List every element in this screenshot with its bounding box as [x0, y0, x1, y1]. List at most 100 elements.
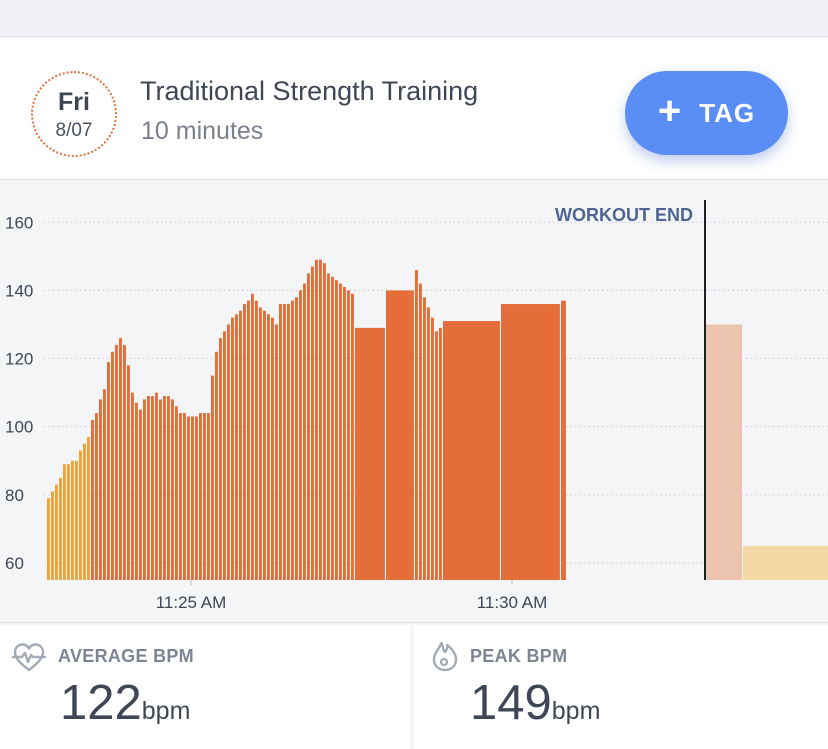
heart-rate-bar: [147, 396, 150, 580]
heart-rate-bar: [47, 498, 50, 580]
add-tag-button[interactable]: + TAG: [625, 71, 788, 155]
average-bpm-unit: bpm: [141, 697, 191, 725]
plus-icon: +: [657, 89, 682, 133]
heart-rate-bar: [59, 477, 62, 580]
heart-rate-bar: [423, 297, 426, 580]
x-tick-label: 11:25 AM: [156, 593, 227, 612]
y-tick-label: 160: [5, 213, 33, 232]
workout-end-label: WORKOUT END: [555, 205, 693, 225]
heart-rate-bar: [167, 396, 170, 580]
heart-rate-bar: [127, 365, 130, 580]
heart-rate-bar: [219, 338, 222, 580]
heart-rate-bar: [203, 413, 206, 580]
date-badge: Fri 8/07: [31, 71, 117, 157]
heart-rate-bar: [335, 280, 338, 580]
heart-rate-bar: [151, 396, 154, 580]
heart-rate-bar: [187, 416, 190, 580]
heart-rate-bar: [83, 443, 86, 580]
heart-rate-bar: [51, 491, 54, 580]
heart-rate-bar: [347, 290, 350, 580]
heart-rate-bar: [303, 283, 306, 580]
heart-rate-bar: [351, 293, 354, 580]
heart-rate-bar: [95, 413, 98, 580]
y-tick-label: 80: [5, 486, 24, 505]
y-tick-label: 60: [5, 554, 24, 573]
stats-row: AVERAGE BPM 122bpm PEAK BPM 149bpm: [0, 622, 828, 749]
heart-rate-bar: [283, 304, 286, 580]
peak-bpm-number: 149: [470, 676, 552, 730]
workout-title: Traditional Strength Training: [140, 76, 479, 106]
heart-rate-bar: [227, 324, 230, 580]
heart-rate-bar: [111, 351, 114, 580]
heart-rate-bar: [163, 396, 166, 580]
x-tick-label: 11:30 AM: [477, 593, 548, 612]
heart-rate-chart: 60 80 100 120 140 160 WORKOUT END 11:25 AM 11:30…: [0, 181, 828, 621]
heart-rate-bar: [63, 464, 66, 580]
heart-rate-bar: [135, 402, 138, 580]
peak-bpm-unit: bpm: [551, 697, 601, 725]
heart-rate-bar: [55, 484, 58, 580]
average-bpm-number: 122: [60, 676, 142, 730]
heart-rate-bar: [243, 304, 246, 580]
heart-rate-bar: [195, 416, 198, 580]
heart-rate-bar: [131, 392, 134, 580]
heart-rate-bar: [223, 331, 226, 580]
heart-rate-bar: [103, 389, 106, 580]
average-bpm-label: AVERAGE BPM: [58, 646, 194, 666]
heart-rate-bar: [255, 300, 258, 580]
heart-rate-bar: [183, 413, 186, 580]
heart-rate-bar: [91, 419, 94, 580]
y-tick-label: 120: [5, 350, 33, 369]
heart-rate-bar: [439, 327, 442, 580]
heart-rate-bar: [271, 317, 274, 580]
heart-rate-bar: [419, 283, 422, 580]
heart-rate-bar: [179, 413, 182, 580]
heart-rate-bar: [435, 331, 438, 580]
heart-rate-bar: [71, 460, 74, 580]
heart-rate-bar: [211, 375, 214, 580]
heart-rate-bar: [247, 300, 250, 580]
average-bpm-value: 122bpm: [60, 675, 190, 731]
heart-rate-bar: [279, 304, 282, 580]
heart-rate-bar: [287, 304, 290, 580]
heart-rate-bar: [355, 327, 385, 580]
heart-rate-bar: [327, 273, 330, 580]
heart-rate-bar: [99, 399, 102, 580]
heart-rate-bar: [267, 314, 270, 580]
average-bpm-card: AVERAGE BPM 122bpm: [0, 625, 410, 749]
heart-rate-bar: [175, 406, 178, 580]
heart-rate-bar: [291, 300, 294, 580]
heart-rate-bar: [343, 286, 346, 580]
heart-rate-bar: [431, 317, 434, 580]
heart-rate-bar: [207, 413, 210, 580]
heart-pulse-icon: [12, 643, 46, 672]
heart-rate-bar: [107, 361, 110, 580]
heart-rate-bar: [415, 269, 418, 580]
heart-rate-bar: [259, 307, 262, 580]
heart-rate-bar: [119, 338, 122, 580]
heart-rate-bar: [427, 307, 430, 580]
heart-rate-bar: [386, 290, 414, 580]
heart-rate-bar: [299, 290, 302, 580]
heart-rate-bar: [331, 276, 334, 580]
heart-rate-bar: [319, 259, 322, 580]
heart-rate-bar: [235, 314, 238, 580]
heart-rate-bar: [159, 399, 162, 580]
heart-rate-bar: [323, 263, 326, 580]
heart-rate-bar: [315, 259, 318, 580]
heart-rate-chart-svg: 60 80 100 120 140 160 WORKOUT END 11:25 AM 11:30…: [5, 200, 828, 612]
workout-duration: 10 minutes: [141, 117, 264, 145]
peak-bpm-value: 149bpm: [470, 675, 600, 731]
heart-rate-bar: [339, 283, 342, 580]
heart-rate-bar: [155, 392, 158, 580]
heart-rate-bar: [311, 266, 314, 580]
tag-button-label: TAG: [699, 97, 756, 128]
heart-rate-bar: [139, 409, 142, 580]
heart-rate-bar: [443, 321, 500, 580]
heart-rate-bar: [231, 317, 234, 580]
post-workout-bar: [706, 324, 742, 580]
post-workout-low-bar: [743, 545, 828, 580]
heart-rate-bar: [307, 273, 310, 580]
date-number: 8/07: [55, 120, 93, 141]
y-tick-label: 140: [5, 281, 33, 300]
